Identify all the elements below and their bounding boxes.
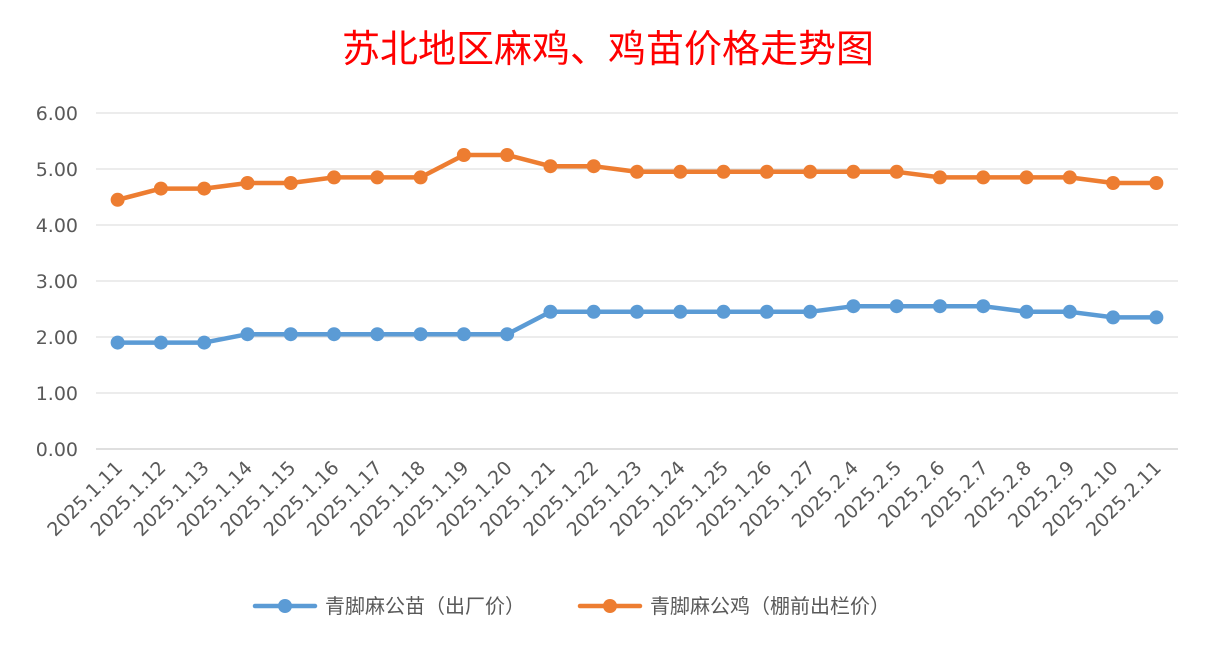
data-point	[283, 327, 298, 342]
data-point	[370, 170, 385, 185]
data-point	[240, 176, 255, 190]
y-axis-ticks: 0.00 1.00 2.00 3.00 4.00 5.00 6.00	[36, 103, 78, 461]
data-point	[500, 327, 515, 342]
legend-label-2: 青脚麻公鸡（棚前出栏价）	[650, 594, 890, 618]
data-point	[456, 327, 471, 342]
data-point	[110, 335, 125, 350]
data-point	[716, 304, 731, 319]
data-point	[456, 148, 471, 162]
y-tick-label: 6.00	[36, 103, 78, 125]
data-point	[759, 164, 774, 179]
data-point	[1106, 310, 1121, 325]
data-point	[543, 159, 558, 174]
data-point	[932, 170, 947, 185]
chart-title: 苏北地区麻鸡、鸡苗价格走势图	[342, 27, 874, 71]
data-point	[1019, 304, 1034, 319]
legend-marker-1	[278, 599, 292, 613]
data-point	[932, 299, 947, 314]
data-point	[976, 170, 991, 185]
legend-marker-2	[603, 599, 617, 613]
data-point	[803, 304, 818, 319]
data-point	[413, 327, 428, 342]
data-point	[1149, 310, 1164, 325]
data-point	[500, 148, 515, 162]
data-point	[803, 164, 818, 179]
data-point	[630, 164, 644, 179]
legend: 青脚麻公苗（出厂价） 青脚麻公鸡（棚前出栏价）	[252, 594, 890, 618]
data-point	[846, 164, 861, 179]
data-point	[976, 299, 991, 314]
y-tick-label: 4.00	[36, 215, 78, 237]
y-tick-label: 0.00	[36, 439, 78, 461]
series-lines	[110, 148, 1164, 350]
data-point	[889, 299, 904, 314]
data-point	[673, 164, 688, 179]
data-point	[327, 327, 342, 342]
data-point	[413, 170, 428, 185]
data-point	[327, 170, 342, 185]
y-tick-label: 5.00	[36, 159, 78, 181]
data-point	[197, 335, 212, 350]
y-tick-label: 2.00	[36, 327, 78, 349]
data-point	[1062, 304, 1077, 319]
data-point	[153, 335, 168, 350]
data-point	[110, 192, 125, 207]
data-point	[153, 181, 168, 196]
data-point	[673, 304, 688, 319]
data-point	[586, 304, 601, 319]
data-point	[630, 304, 644, 319]
data-point	[846, 299, 861, 314]
data-point	[586, 159, 601, 174]
data-point	[240, 327, 255, 342]
data-point	[370, 327, 385, 342]
data-point	[543, 304, 558, 319]
data-point	[1062, 170, 1077, 185]
y-tick-label: 1.00	[36, 383, 78, 405]
data-point	[759, 304, 774, 319]
data-point	[889, 164, 904, 179]
data-point	[197, 181, 212, 196]
data-point	[1106, 176, 1121, 190]
legend-label-1: 青脚麻公苗（出厂价）	[325, 594, 525, 618]
data-point	[283, 176, 298, 190]
data-point	[1019, 170, 1034, 185]
data-point	[1149, 176, 1164, 190]
y-tick-label: 3.00	[36, 271, 78, 293]
data-point	[716, 164, 731, 179]
